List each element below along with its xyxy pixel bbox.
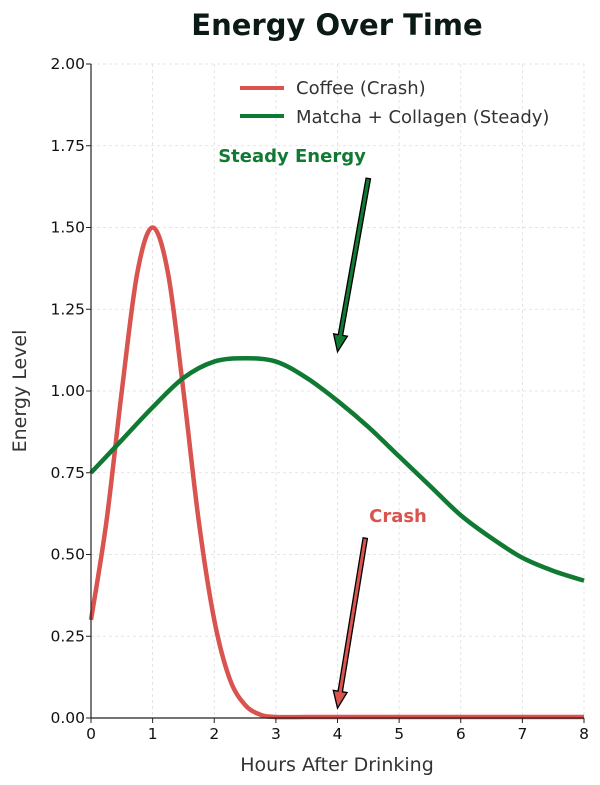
grid — [90, 63, 585, 719]
series-line-0 — [88, 225, 584, 720]
y-tick-label: 1.25 — [50, 300, 85, 318]
chart-title: Energy Over Time — [191, 8, 482, 42]
annotation-arrow-0 — [332, 177, 372, 354]
x-tick-label: 5 — [394, 725, 404, 743]
x-tick-label: 6 — [456, 725, 466, 743]
annotation-steady-energy: Steady Energy — [218, 146, 366, 167]
x-tick-label: 0 — [86, 725, 96, 743]
legend-label-coffee: Coffee (Crash) — [296, 78, 426, 99]
y-tick-label: 1.50 — [50, 219, 85, 237]
ticks: 0 1 2 3 4 5 6 7 8 0.00 0.25 0.50 0.75 1.00 1.25 1.50 1.7… — [50, 55, 588, 743]
y-axis-label: Energy Level — [9, 330, 31, 453]
x-tick-label: 1 — [148, 725, 158, 743]
x-tick-label: 2 — [209, 725, 219, 743]
annotations: Steady Energy Crash — [218, 146, 427, 710]
x-tick-label: 3 — [271, 725, 281, 743]
x-tick-label: 7 — [517, 725, 527, 743]
y-tick-label: 1.00 — [50, 382, 85, 400]
y-tick-label: 0.75 — [50, 464, 85, 482]
series-lines — [88, 225, 585, 720]
y-tick-label: 1.75 — [50, 137, 85, 155]
annotation-arrow-1 — [332, 537, 369, 710]
annotation-crash: Crash — [369, 506, 427, 527]
y-tick-label: 0.25 — [50, 627, 85, 645]
y-tick-label: 0.50 — [50, 546, 85, 564]
x-axis-label: Hours After Drinking — [240, 754, 434, 776]
x-tick-label: 4 — [333, 725, 343, 743]
series-line-1 — [89, 356, 585, 583]
legend: Coffee (Crash) Matcha + Collagen (Steady… — [240, 78, 549, 128]
x-tick-label: 8 — [579, 725, 589, 743]
y-tick-label: 2.00 — [50, 55, 85, 73]
legend-label-matcha: Matcha + Collagen (Steady) — [296, 107, 549, 128]
y-tick-label: 0.00 — [50, 709, 85, 727]
